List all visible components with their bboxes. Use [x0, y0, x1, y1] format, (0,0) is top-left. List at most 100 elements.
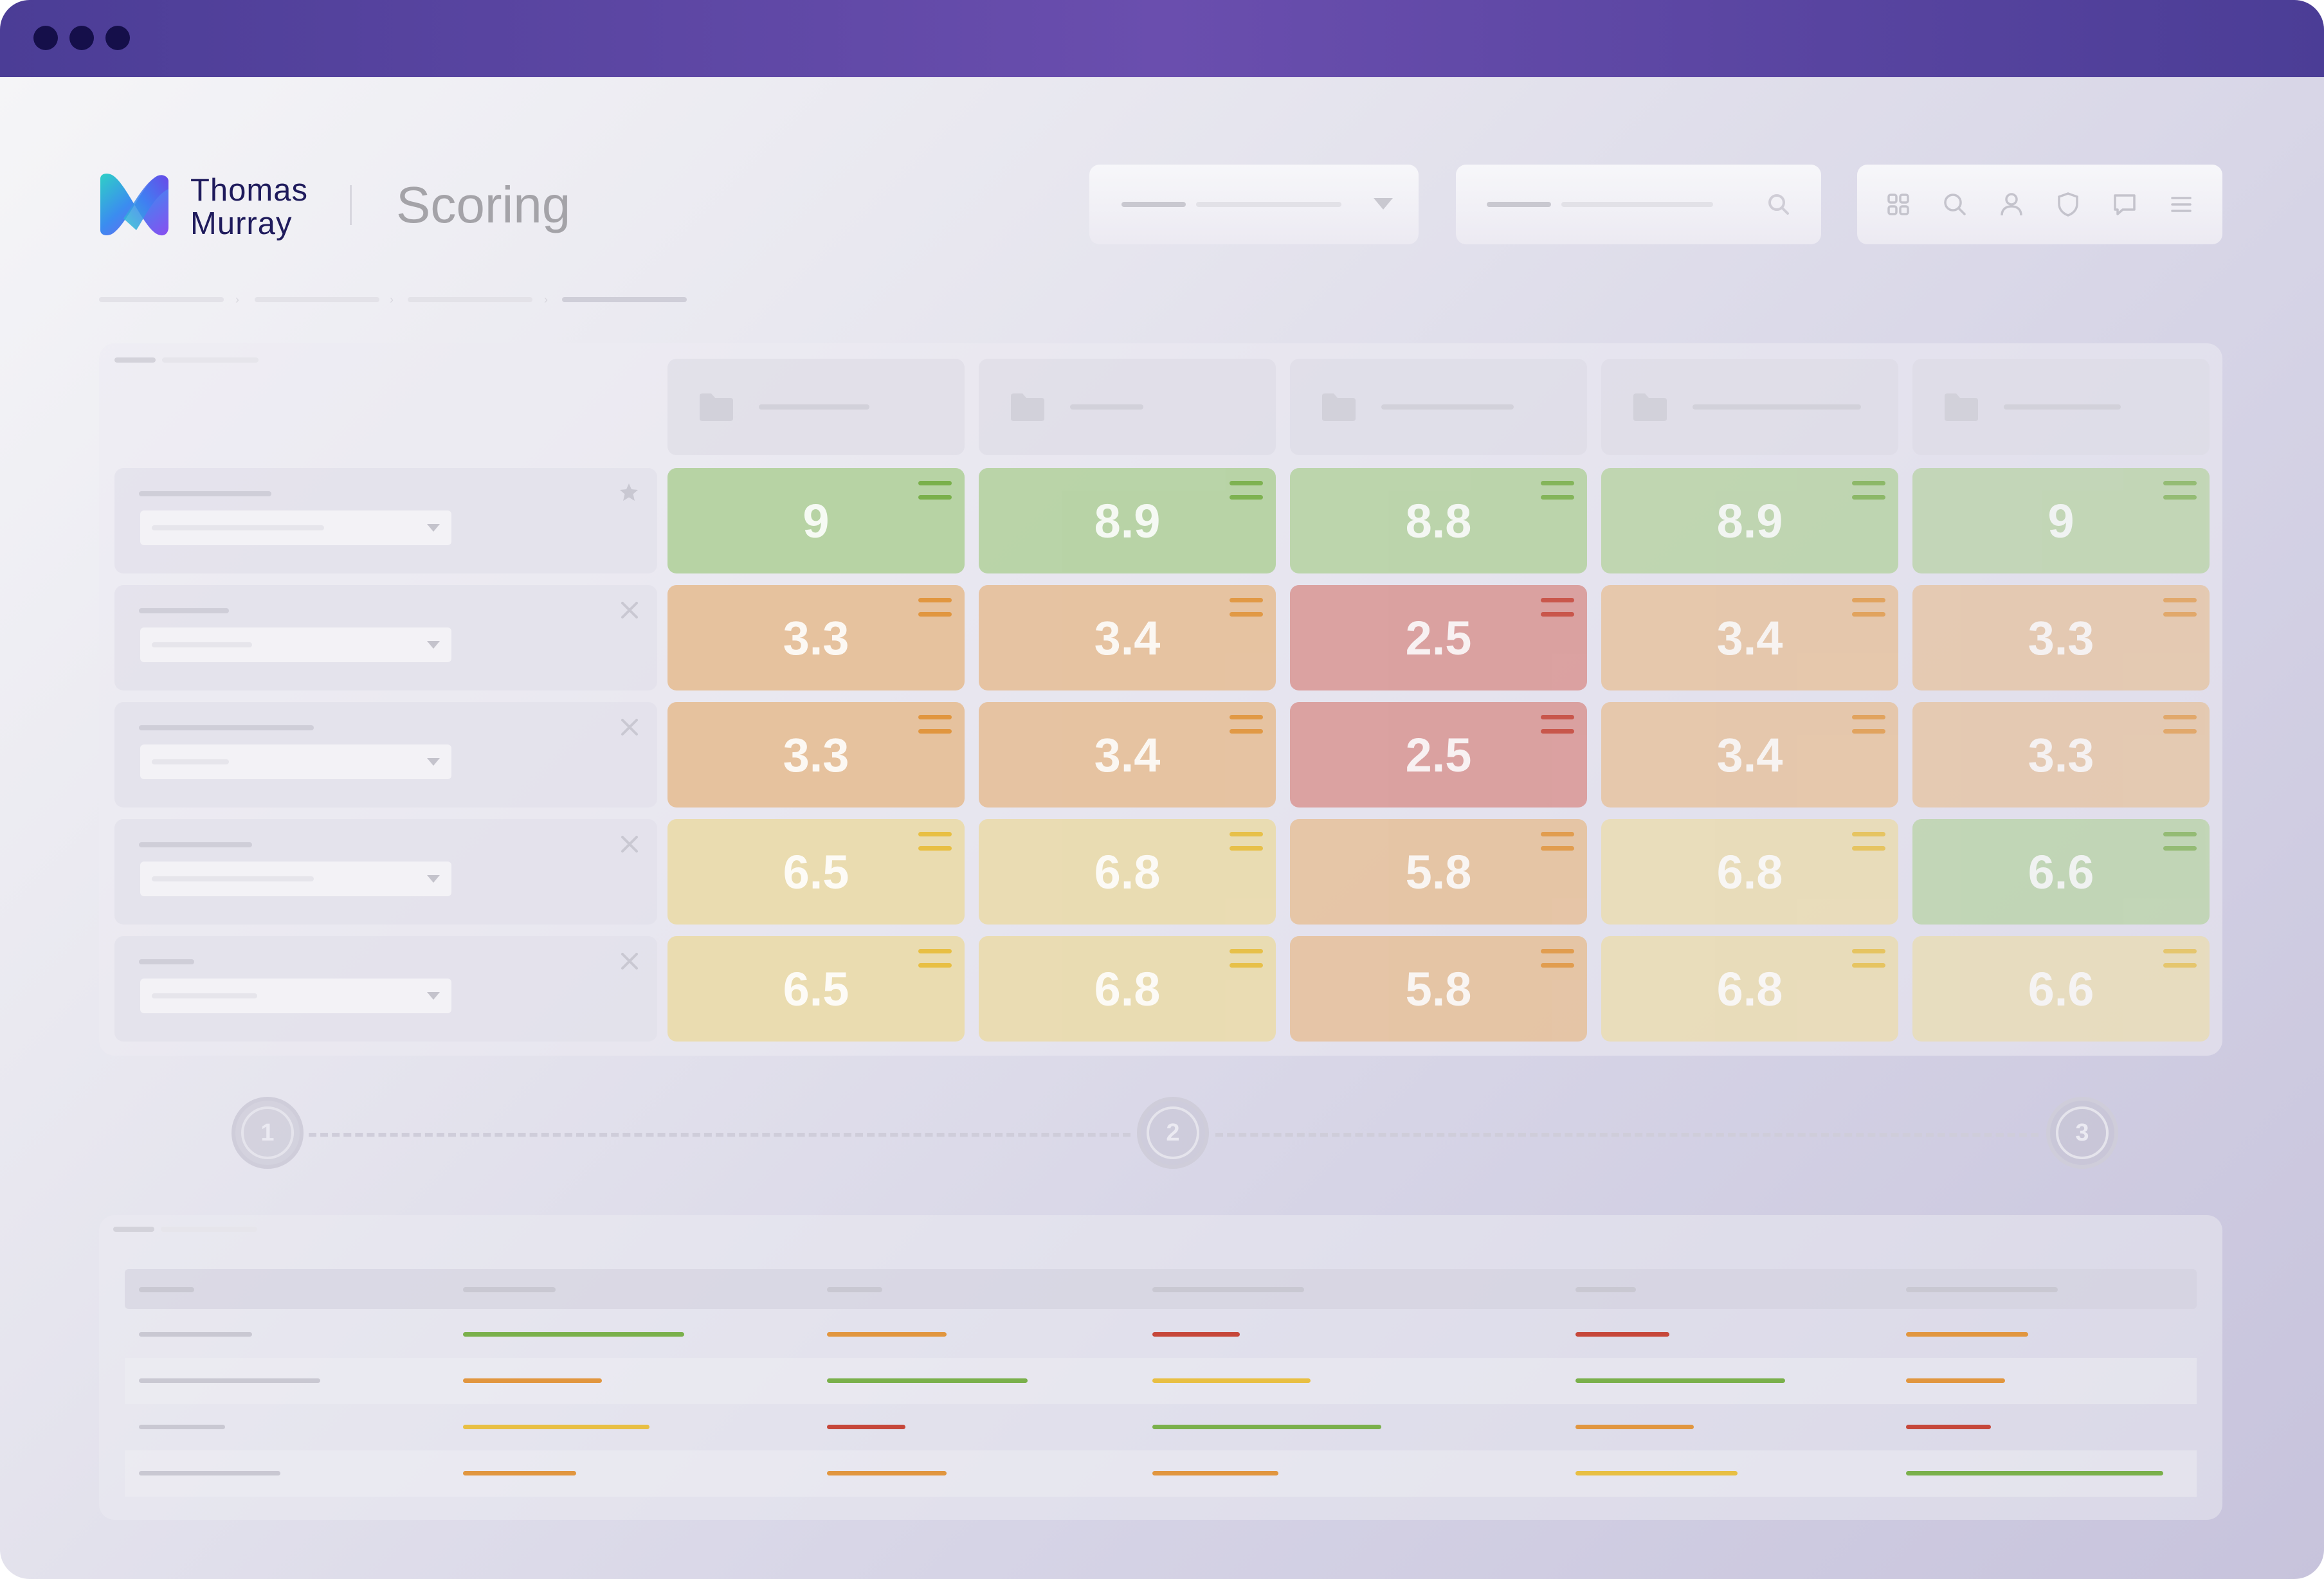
weight-select[interactable] — [140, 979, 451, 1013]
score-cell[interactable]: 6.5 — [667, 819, 965, 925]
score-value: 2.5 — [1405, 728, 1472, 782]
close-icon[interactable] — [620, 835, 639, 854]
table-row[interactable] — [125, 1312, 2197, 1358]
weight-select[interactable] — [140, 627, 451, 662]
score-cell[interactable]: 3.4 — [979, 585, 1276, 690]
folder-icon — [1322, 393, 1356, 421]
score-value: 5.8 — [1405, 962, 1472, 1016]
brand-line-1: Thomas — [190, 173, 309, 208]
score-cell[interactable]: 3.3 — [1912, 585, 2210, 690]
score-bar — [827, 1425, 905, 1429]
menu-icon[interactable] — [2163, 186, 2199, 222]
folder-icon — [700, 393, 733, 421]
column-header[interactable] — [979, 359, 1276, 455]
breadcrumb-item[interactable] — [255, 297, 379, 302]
search-icon[interactable] — [1937, 186, 1973, 222]
score-cell[interactable]: 6.8 — [979, 936, 1276, 1042]
step-label: 1 — [241, 1106, 294, 1159]
score-cell[interactable]: 3.4 — [1601, 585, 1898, 690]
score-bar — [1152, 1332, 1240, 1337]
score-cell[interactable]: 3.3 — [667, 585, 965, 690]
weight-select[interactable] — [140, 510, 451, 545]
score-cell[interactable]: 3.4 — [979, 702, 1276, 808]
step-connector — [309, 1133, 1130, 1137]
column-header[interactable] — [667, 359, 965, 455]
score-level-icon — [1852, 598, 1885, 620]
score-value: 3.4 — [1094, 728, 1161, 782]
table-row[interactable] — [125, 1358, 2197, 1404]
score-cell[interactable]: 5.8 — [1290, 819, 1587, 925]
star-icon[interactable] — [619, 482, 639, 503]
close-icon[interactable] — [620, 952, 639, 971]
score-cell[interactable]: 2.5 — [1290, 702, 1587, 808]
weight-select[interactable] — [140, 744, 451, 779]
column-header[interactable] — [1912, 359, 2210, 455]
score-level-icon — [1852, 832, 1885, 854]
score-cell[interactable]: 6.8 — [1601, 819, 1898, 925]
brand-name: Thomas Murray — [190, 174, 308, 240]
grid-icon[interactable] — [1880, 186, 1916, 222]
thomas-murray-logo-icon — [100, 174, 168, 236]
score-cell[interactable]: 3.3 — [1912, 702, 2210, 808]
score-bar — [827, 1332, 947, 1337]
score-cell[interactable]: 8.8 — [1290, 468, 1587, 573]
criterion-row-header — [114, 936, 657, 1042]
weight-select[interactable] — [140, 862, 451, 896]
score-level-icon — [1852, 715, 1885, 737]
score-level-icon — [1541, 949, 1574, 971]
score-cell[interactable]: 6.8 — [1601, 936, 1898, 1042]
score-value: 8.9 — [1094, 494, 1161, 548]
score-cell[interactable]: 2.5 — [1290, 585, 1587, 690]
score-cell[interactable]: 9 — [667, 468, 965, 573]
filter-dropdown[interactable] — [1089, 165, 1419, 244]
summary-table-header — [125, 1269, 2197, 1309]
close-icon[interactable] — [620, 600, 639, 620]
close-icon[interactable] — [620, 717, 639, 737]
breadcrumb-item[interactable] — [99, 297, 224, 302]
score-level-icon — [1541, 598, 1574, 620]
page-title: Scoring — [396, 176, 571, 233]
score-cell[interactable]: 8.9 — [979, 468, 1276, 573]
score-cell[interactable]: 6.5 — [667, 936, 965, 1042]
score-level-icon — [918, 598, 952, 620]
breadcrumb-current — [562, 297, 687, 302]
score-level-icon — [2163, 481, 2197, 503]
score-bar — [1575, 1332, 1669, 1337]
score-level-icon — [2163, 832, 2197, 854]
score-level-icon — [2163, 598, 2197, 620]
column-header[interactable] — [1601, 359, 1898, 455]
chat-icon[interactable] — [2107, 186, 2143, 222]
score-bar — [1575, 1425, 1694, 1429]
score-cell[interactable]: 6.6 — [1912, 819, 2210, 925]
score-cell[interactable]: 9 — [1912, 468, 2210, 573]
score-cell[interactable]: 6.6 — [1912, 936, 2210, 1042]
search-input[interactable] — [1456, 165, 1821, 244]
score-bar — [1906, 1332, 2028, 1337]
user-icon[interactable] — [1993, 186, 2029, 222]
step-1[interactable]: 1 — [231, 1097, 304, 1169]
window-control-dot[interactable] — [69, 26, 94, 50]
score-level-icon — [1852, 949, 1885, 971]
row-label — [139, 1378, 320, 1383]
breadcrumb-separator: › — [544, 293, 548, 306]
step-3[interactable]: 3 — [2046, 1097, 2118, 1169]
score-level-icon — [1541, 481, 1574, 503]
step-connector — [1215, 1133, 2038, 1137]
score-bar — [1152, 1378, 1311, 1383]
score-cell[interactable]: 8.9 — [1601, 468, 1898, 573]
score-cell[interactable]: 3.4 — [1601, 702, 1898, 808]
column-header[interactable] — [1290, 359, 1587, 455]
score-cell[interactable]: 6.8 — [979, 819, 1276, 925]
step-label: 2 — [1147, 1106, 1199, 1159]
chevron-down-icon — [1374, 198, 1393, 210]
step-2[interactable]: 2 — [1137, 1097, 1209, 1169]
breadcrumb-item[interactable] — [408, 297, 532, 302]
window-control-dot[interactable] — [33, 26, 58, 50]
header-divider — [350, 185, 352, 225]
table-row[interactable] — [125, 1404, 2197, 1450]
score-cell[interactable]: 5.8 — [1290, 936, 1587, 1042]
table-row[interactable] — [125, 1450, 2197, 1497]
shield-icon[interactable] — [2050, 186, 2086, 222]
window-control-dot[interactable] — [105, 26, 130, 50]
score-cell[interactable]: 3.3 — [667, 702, 965, 808]
